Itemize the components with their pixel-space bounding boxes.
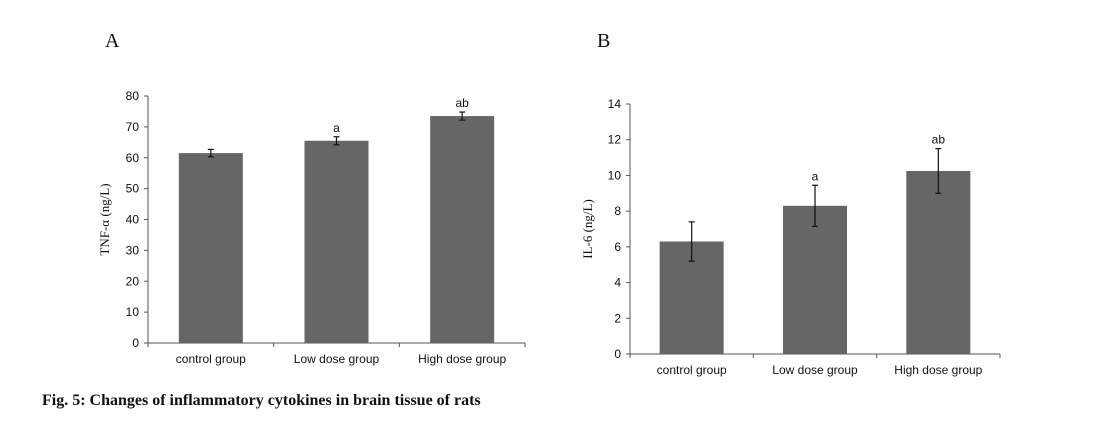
chart-a-y-tick-label: 30 bbox=[126, 243, 140, 257]
chart-a-category-label: control group bbox=[176, 352, 246, 366]
chart-a-bar bbox=[304, 140, 369, 343]
chart-a-y-tick-label: 40 bbox=[126, 213, 140, 227]
chart-a-significance-label: a bbox=[333, 121, 340, 135]
chart-b-y-tick-label: 4 bbox=[614, 276, 621, 290]
chart-a-y-tick-label: 50 bbox=[126, 182, 140, 196]
chart-b-y-tick-label: 0 bbox=[614, 347, 621, 361]
chart-b-bar bbox=[783, 205, 847, 354]
chart-b-bar bbox=[906, 170, 971, 354]
chart-a-bar bbox=[178, 153, 243, 343]
panel-label-b: B bbox=[597, 30, 611, 52]
chart-b-significance-label: a bbox=[812, 169, 819, 183]
chart-b-y-tick-label: 8 bbox=[614, 204, 621, 218]
tnf-alpha-bar-chart: 0 10 20 30 40 50 60 70 80 control group a Low dose … bbox=[97, 89, 526, 366]
il6-bar-chart: 0 2 4 6 8 10 12 14 control group a Low dose group a… bbox=[580, 97, 1001, 377]
chart-b-y-tick-label: 14 bbox=[608, 97, 622, 111]
panel-label-a: A bbox=[105, 30, 120, 52]
chart-b-category-label: control group bbox=[657, 363, 727, 377]
chart-a-y-tick-label: 80 bbox=[126, 89, 140, 103]
chart-a-y-tick-label: 60 bbox=[126, 151, 140, 165]
chart-a-y-tick-label: 20 bbox=[126, 274, 140, 288]
chart-b-y-tick-label: 2 bbox=[614, 311, 621, 325]
chart-a-category-label: Low dose group bbox=[294, 352, 380, 366]
figure-caption: Fig. 5: Changes of inflammatory cytokine… bbox=[42, 392, 481, 409]
chart-a-bar bbox=[430, 116, 495, 343]
chart-b-category-label: Low dose group bbox=[772, 363, 858, 377]
chart-b-y-tick-label: 6 bbox=[614, 240, 621, 254]
chart-a-y-tick-label: 70 bbox=[126, 120, 140, 134]
chart-b-category-label: High dose group bbox=[894, 363, 982, 377]
chart-a-significance-label: ab bbox=[455, 96, 469, 110]
chart-b-significance-label: ab bbox=[932, 133, 946, 147]
chart-a-category-label: High dose group bbox=[418, 352, 506, 366]
chart-b-y-axis-title: IL-6 (ng/L) bbox=[580, 199, 595, 259]
chart-b-y-tick-label: 10 bbox=[608, 168, 622, 182]
chart-b-y-tick-label: 12 bbox=[608, 133, 622, 147]
chart-a-y-tick-label: 10 bbox=[126, 305, 140, 319]
chart-a-y-tick-label: 0 bbox=[132, 336, 139, 350]
chart-a-y-axis-title: TNF-α (ng/L) bbox=[97, 183, 112, 255]
